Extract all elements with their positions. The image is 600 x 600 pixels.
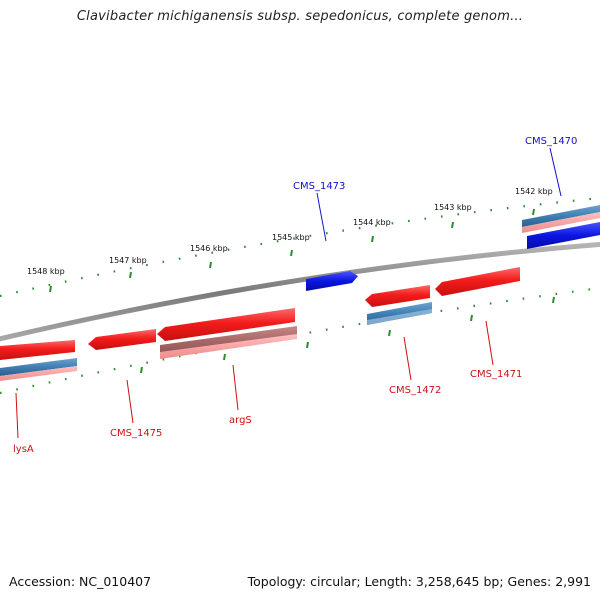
major-tick <box>209 261 212 269</box>
pseudo-gene-argS-pink[interactable] <box>160 334 297 359</box>
gene-CMS_1472[interactable] <box>365 285 430 307</box>
leader-CMS_1471 <box>485 320 494 366</box>
leader-CMS_1473 <box>316 192 327 242</box>
label-CMS_1471[interactable]: CMS_1471 <box>470 369 522 380</box>
pseudo-gene-CMS_1470-blue[interactable] <box>522 205 600 227</box>
genome-backbone <box>0 241 600 342</box>
topology-text: Topology: circular; Length: 3,258,645 bp… <box>247 574 591 589</box>
major-tick <box>306 341 309 349</box>
ruler-labels: 1542 kbp 1543 kbp 1544 kbp 1545 kbp 1546… <box>27 187 553 276</box>
pseudo-gene-CMS_1472-highlight <box>367 309 432 325</box>
forward-features[interactable] <box>306 205 600 291</box>
major-tick <box>49 285 52 293</box>
major-tick <box>371 235 374 243</box>
accession-text: Accession: NC_010407 <box>9 574 152 589</box>
gene-CMS_1475[interactable] <box>88 329 156 350</box>
leader-CMS_1472 <box>403 336 412 381</box>
pseudo-gene-CMS_1470-pink[interactable] <box>522 212 600 233</box>
major-tick <box>223 353 226 361</box>
kbp-label-1544: 1544 kbp <box>353 218 391 227</box>
gene-CMS_1471[interactable] <box>435 267 520 296</box>
pseudo-gene-lysA-pink[interactable] <box>0 366 77 381</box>
major-tick <box>129 271 132 279</box>
gene-lysA[interactable] <box>0 340 75 360</box>
gene-CMS_1470[interactable] <box>527 222 600 249</box>
major-tick <box>552 296 555 304</box>
label-CMS_1470[interactable]: CMS_1470 <box>525 136 577 147</box>
label-CMS_1475[interactable]: CMS_1475 <box>110 428 162 439</box>
gene-argS[interactable] <box>157 308 295 341</box>
kbp-label-1543: 1543 kbp <box>434 203 472 212</box>
major-tick <box>470 314 473 322</box>
major-tick <box>451 221 454 229</box>
reverse-ruler <box>0 286 600 395</box>
kbp-label-1542: 1542 kbp <box>515 187 553 196</box>
major-tick <box>290 249 293 257</box>
gene-labels[interactable]: CMS_1470 CMS_1473 lysA CMS_1475 argS CMS… <box>13 136 577 455</box>
label-CMS_1473[interactable]: CMS_1473 <box>293 181 345 192</box>
leader-argS <box>232 364 239 411</box>
kbp-label-1546: 1546 kbp <box>190 244 228 253</box>
major-tick <box>388 329 391 337</box>
leader-lysA <box>15 392 19 439</box>
leader-lines <box>15 147 562 439</box>
leader-CMS_1475 <box>126 379 134 424</box>
major-tick <box>140 366 143 374</box>
label-lysA[interactable]: lysA <box>13 444 34 455</box>
major-tick <box>532 208 535 216</box>
reverse-features[interactable] <box>0 267 520 381</box>
gene-CMS_1473[interactable] <box>306 271 358 291</box>
pseudo-gene-lysA-blue[interactable] <box>0 358 77 376</box>
kbp-label-1545: 1545 kbp <box>272 233 310 242</box>
map-title: Clavibacter michiganensis subsp. sepedon… <box>76 9 524 24</box>
kbp-label-1548: 1548 kbp <box>27 267 65 276</box>
kbp-label-1547: 1547 kbp <box>109 256 147 265</box>
leader-CMS_1470 <box>549 147 562 197</box>
forward-ruler <box>0 196 600 298</box>
label-argS[interactable]: argS <box>229 415 252 426</box>
label-CMS_1472[interactable]: CMS_1472 <box>389 385 441 396</box>
